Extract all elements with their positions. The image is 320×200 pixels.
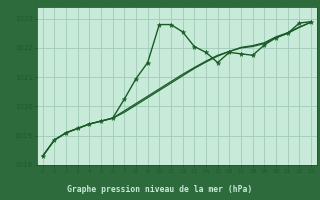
Text: Graphe pression niveau de la mer (hPa): Graphe pression niveau de la mer (hPa) [68, 186, 252, 194]
